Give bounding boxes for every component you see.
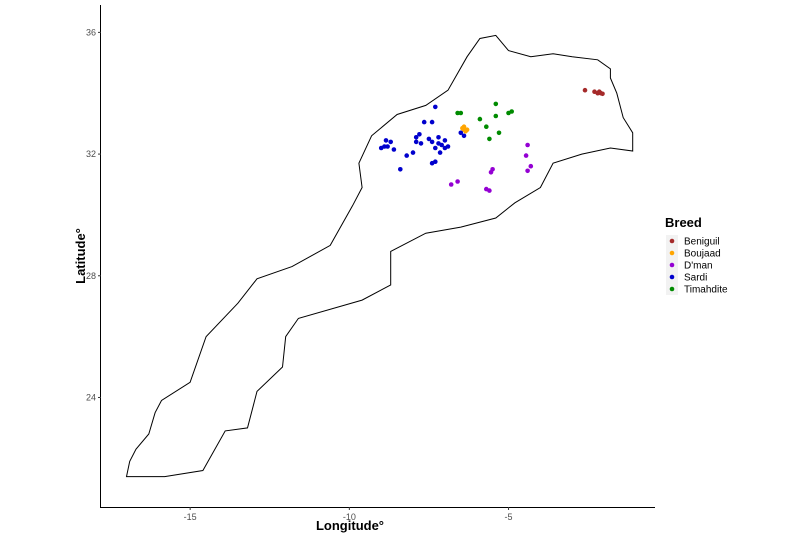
data-point [433, 145, 438, 151]
legend-key [669, 250, 675, 256]
data-point [417, 132, 422, 137]
data-point [436, 135, 441, 140]
legend-title: Breed [665, 215, 702, 230]
axes-layer [100, 5, 655, 508]
legend-label: Timahdite [684, 285, 728, 296]
data-point [421, 119, 427, 125]
legend-item: D'man [666, 259, 713, 272]
data-point [404, 153, 410, 158]
data-point [528, 163, 534, 169]
data-point [439, 142, 445, 148]
series-timahdite [455, 101, 514, 142]
data-point [385, 144, 390, 149]
data-point [493, 113, 499, 119]
data-point [493, 101, 499, 107]
data-point [496, 130, 502, 136]
y-tick-label: 24 [86, 392, 96, 402]
legend-key [669, 238, 675, 244]
data-point [445, 144, 451, 149]
data-point [398, 167, 403, 172]
data-point [525, 168, 530, 174]
data-point [487, 188, 492, 193]
y-tick-label: 28 [86, 271, 96, 281]
data-point [413, 135, 419, 140]
series-d-man [448, 142, 534, 193]
data-point [429, 139, 435, 145]
data-point [525, 142, 530, 148]
legend-label: Boujaad [684, 249, 721, 260]
data-point [509, 109, 514, 114]
data-point [487, 136, 492, 142]
legend-item: Boujaad [666, 247, 721, 260]
data-point [458, 130, 464, 136]
series-sardi [378, 104, 467, 172]
data-point [600, 91, 605, 97]
morocco-outline [125, 34, 634, 478]
data-point [460, 125, 465, 131]
data-point [413, 139, 419, 145]
legend-key [669, 274, 675, 280]
y-axis-title: Latitude° [73, 228, 88, 284]
data-point [448, 182, 454, 187]
x-tick-label: -10 [343, 512, 356, 522]
data-point [378, 145, 384, 151]
y-ticks-layer: 24 28 32 36 [86, 27, 101, 402]
legend-key [669, 286, 675, 292]
data-point [410, 150, 416, 155]
y-tick-label: 32 [86, 149, 96, 159]
data-point [463, 129, 468, 134]
legend-item: Beniguil [666, 235, 720, 248]
data-point [582, 87, 588, 93]
series-boujaad [460, 124, 470, 134]
legend-label: Sardi [684, 273, 707, 284]
x-axis-title: Longitude° [316, 518, 384, 533]
x-tick-label: -15 [184, 512, 197, 522]
data-point [484, 124, 489, 129]
legend-label: Beniguil [684, 237, 720, 248]
data-point [455, 179, 460, 184]
legend-key [669, 262, 675, 268]
data-point [488, 170, 494, 175]
data-point [433, 104, 438, 110]
data-point [383, 138, 389, 143]
data-point [418, 141, 424, 146]
data-point [426, 136, 432, 142]
data-point [391, 147, 397, 152]
data-point [437, 150, 443, 155]
data-point [388, 139, 394, 145]
data-points-layer [378, 87, 605, 193]
series-beniguil [582, 87, 605, 97]
data-point [461, 133, 467, 139]
data-point [523, 153, 529, 158]
data-point [442, 138, 448, 143]
x-ticks-layer: -15 -10 -5 [184, 507, 513, 522]
legend-item: Sardi [666, 271, 707, 284]
legend-item: Timahdite [666, 283, 728, 296]
data-point [477, 116, 483, 122]
y-tick-label: 36 [86, 27, 96, 37]
data-point [429, 119, 435, 125]
x-tick-label: -5 [505, 512, 513, 522]
legend-label: D'man [684, 261, 713, 272]
country-outline-layer [125, 34, 634, 478]
data-point [455, 110, 460, 116]
data-point [458, 110, 464, 116]
data-point [433, 159, 438, 164]
